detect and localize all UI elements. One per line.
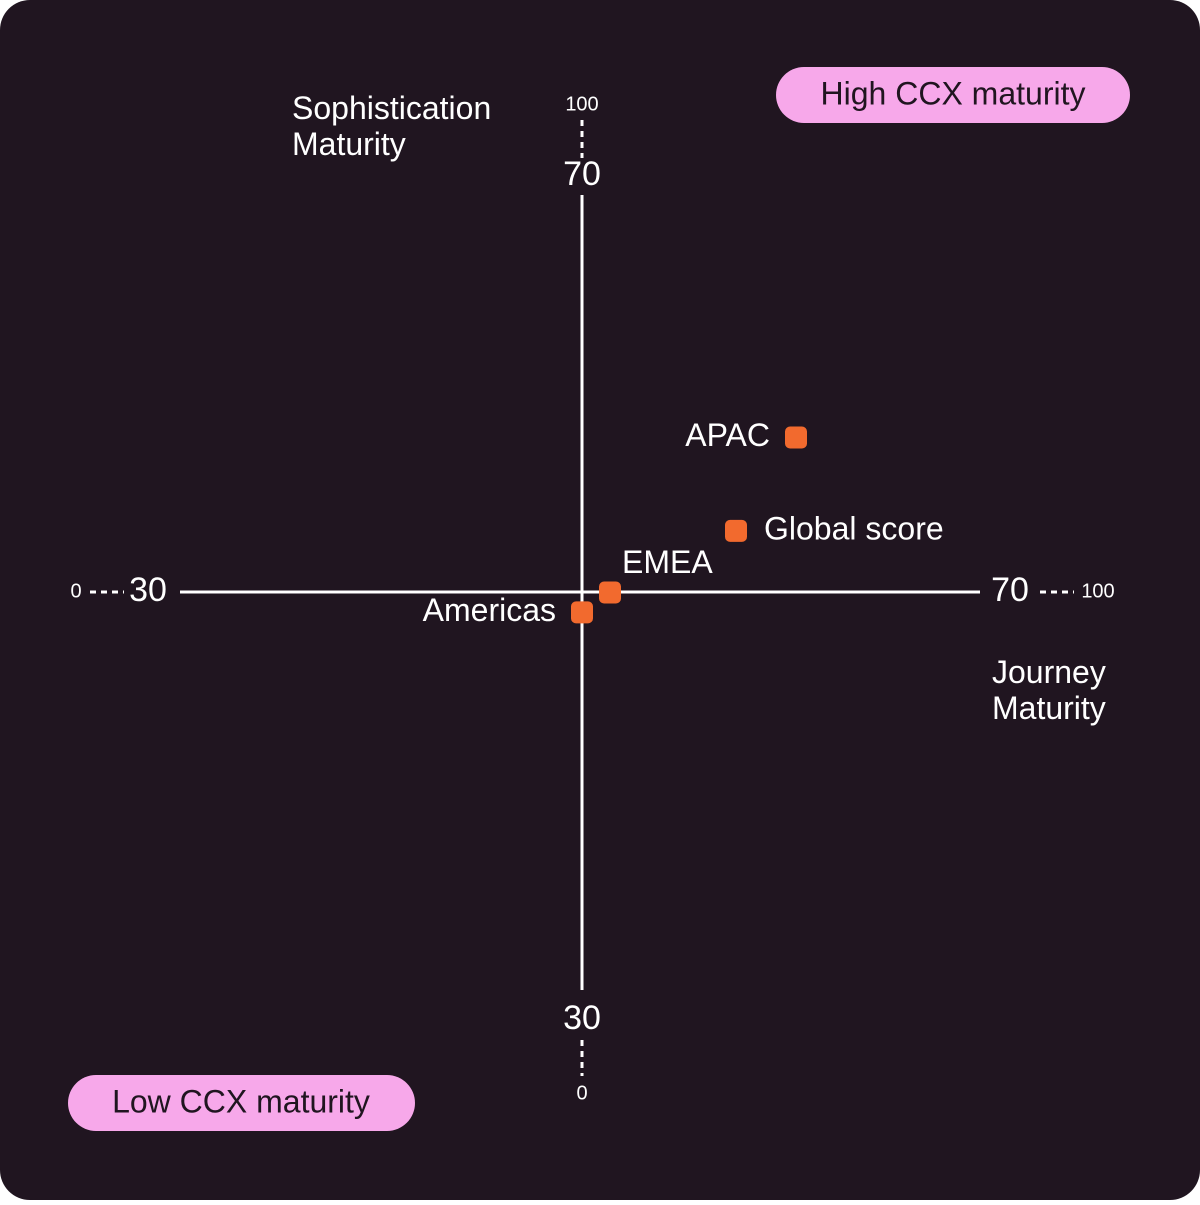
annotation: High CCX maturity xyxy=(821,75,1086,111)
data-point xyxy=(571,601,593,624)
y-tick-label: 0 xyxy=(576,1082,587,1104)
x-tick-label: 70 xyxy=(991,571,1029,609)
data-point xyxy=(725,519,747,542)
point-label: Global score xyxy=(764,510,944,546)
data-point xyxy=(785,426,807,449)
y-tick-label: 100 xyxy=(565,93,598,115)
y-tick-label: 30 xyxy=(563,999,601,1037)
y-axis-title: Sophistication Maturity xyxy=(292,90,492,162)
annotation: Low CCX maturity xyxy=(112,1083,370,1119)
point-label: APAC xyxy=(685,417,770,453)
annotation-pill xyxy=(68,1075,415,1131)
y-tick-label: 70 xyxy=(563,155,601,193)
x-tick-label: 0 xyxy=(70,580,81,602)
x-tick-label: 30 xyxy=(129,571,167,609)
point-label: Americas xyxy=(423,592,556,628)
annotation-pill xyxy=(776,67,1130,123)
point-label: EMEA xyxy=(622,544,713,580)
x-axis-title: Journey Maturity xyxy=(992,654,1106,726)
data-point xyxy=(599,581,621,604)
x-tick-label: 100 xyxy=(1081,580,1114,602)
